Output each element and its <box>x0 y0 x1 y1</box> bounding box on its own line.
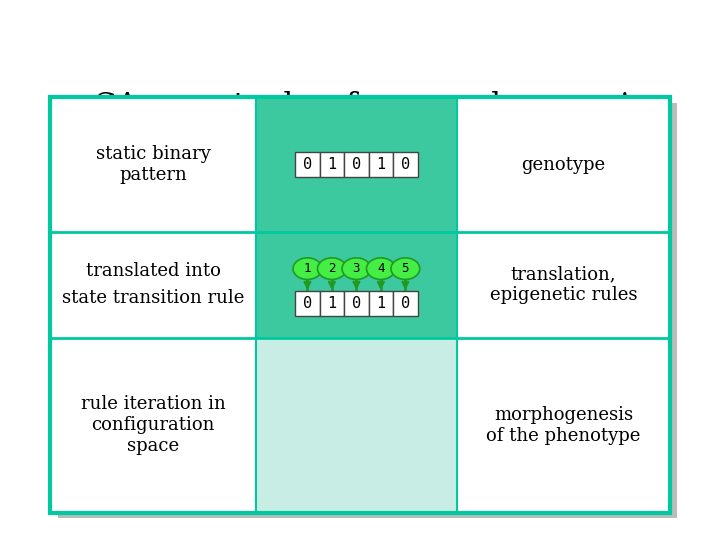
Text: 0: 0 <box>352 296 361 311</box>
Text: translation,
epigenetic rules: translation, epigenetic rules <box>490 266 637 304</box>
Text: morphogenesis
of the phenotype: morphogenesis of the phenotype <box>486 406 641 444</box>
Text: CA: a metaphor for  morphogenesis: CA: a metaphor for morphogenesis <box>93 91 645 122</box>
Text: 4: 4 <box>377 262 384 275</box>
Text: 0: 0 <box>352 157 361 172</box>
Text: 1: 1 <box>304 262 311 275</box>
Text: rule iteration in
configuration
space: rule iteration in configuration space <box>81 395 225 455</box>
Text: static binary
pattern: static binary pattern <box>96 145 210 184</box>
Text: 1: 1 <box>328 157 336 172</box>
Text: 1: 1 <box>377 296 385 311</box>
Text: 0: 0 <box>401 296 410 311</box>
Text: 0: 0 <box>303 157 312 172</box>
Text: 5: 5 <box>402 262 409 275</box>
Text: 3: 3 <box>353 262 360 275</box>
Text: state transition rule: state transition rule <box>62 289 244 307</box>
Text: 1: 1 <box>328 296 336 311</box>
Text: 0: 0 <box>303 296 312 311</box>
Text: 1: 1 <box>377 157 385 172</box>
Text: translated into: translated into <box>86 262 220 280</box>
Text: 2: 2 <box>328 262 336 275</box>
Text: genotype: genotype <box>521 156 606 174</box>
Text: 0: 0 <box>401 157 410 172</box>
